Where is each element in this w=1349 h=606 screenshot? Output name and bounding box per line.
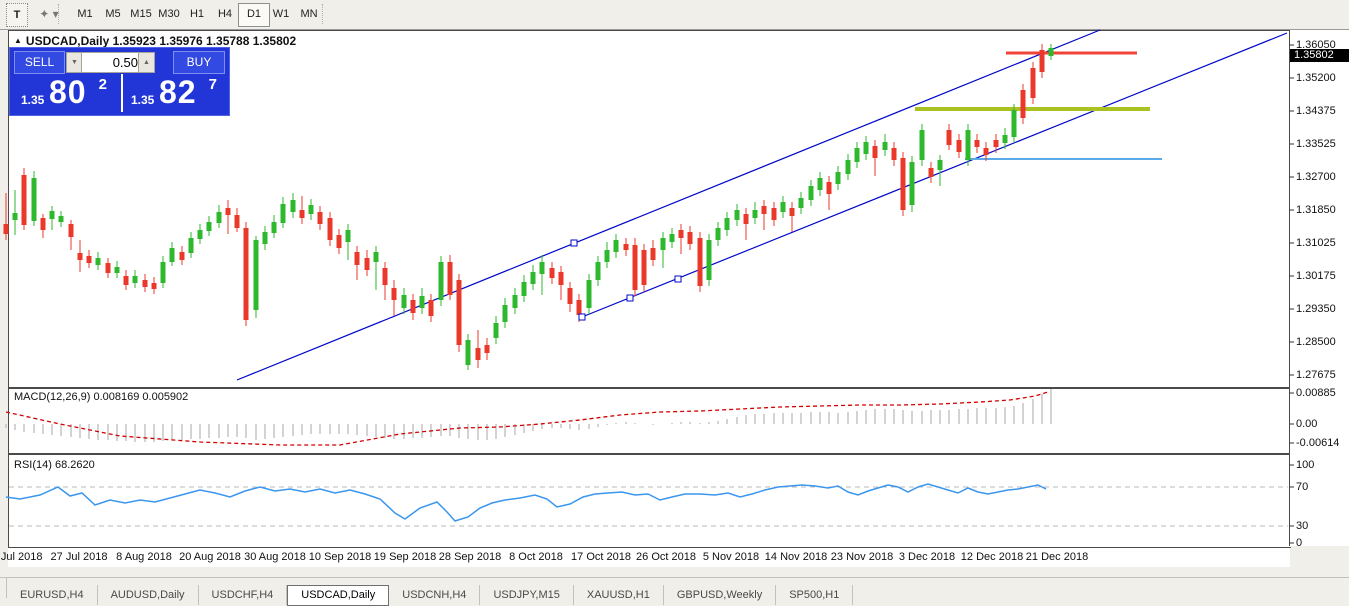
date-axis-label: 3 Dec 2018 xyxy=(898,551,956,563)
volume-increase-icon[interactable]: ▲ xyxy=(138,52,155,73)
period-button-M15[interactable]: M15 xyxy=(130,8,152,20)
date-axis-label: 20 Aug 2018 xyxy=(179,551,241,563)
macd-axis-label: 0.00 xyxy=(1296,418,1318,430)
date-axis-label: 8 Aug 2018 xyxy=(116,551,172,563)
period-button-MN[interactable]: MN xyxy=(300,8,318,20)
chart-tab-USDCAD-Daily[interactable]: USDCAD,Daily xyxy=(287,585,390,606)
buy-price-sup: 7 xyxy=(208,76,217,93)
macd-axis-label: -0.00614 xyxy=(1296,437,1340,449)
volume-input[interactable]: 0.50 xyxy=(81,52,145,73)
period-button-W1[interactable]: W1 xyxy=(272,8,290,20)
date-axis-label: 8 Oct 2018 xyxy=(509,551,563,563)
collapse-icon[interactable]: ▲ xyxy=(14,36,22,45)
date-axis-label: 28 Sep 2018 xyxy=(438,551,502,563)
period-button-H1[interactable]: H1 xyxy=(189,8,205,20)
sell-price-small: 1.35 xyxy=(21,93,45,107)
date-axis-label: 26 Oct 2018 xyxy=(636,551,696,563)
price-axis-label: 1.29350 xyxy=(1296,303,1336,315)
sell-price-big: 80 xyxy=(49,74,87,110)
date-axis-label: 27 Jul 2018 xyxy=(50,551,108,563)
date-axis-label: 19 Sep 2018 xyxy=(373,551,437,563)
macd-axis-label: 0.00885 xyxy=(1296,387,1336,399)
crayon-tool-button[interactable]: ✦ ▾ xyxy=(39,7,59,21)
macd-panel[interactable] xyxy=(8,388,1291,454)
date-axis-label: 5 Nov 2018 xyxy=(702,551,760,563)
chart-tab-USDJPY-M15[interactable]: USDJPY,M15 xyxy=(480,585,574,605)
buy-price-big: 82 xyxy=(159,74,197,110)
sell-price-sup: 2 xyxy=(98,76,107,93)
date-axis-label: 17 Oct 2018 xyxy=(571,551,631,563)
chart-tab-XAUUSD-H1[interactable]: XAUUSD,H1 xyxy=(574,585,664,605)
price-axis-label: 1.34375 xyxy=(1296,105,1336,117)
chart-tab-EURUSD-H4[interactable]: EURUSD,H4 xyxy=(7,585,98,605)
chart-header-text: USDCAD,Daily 1.35923 1.35976 1.35788 1.3… xyxy=(25,34,297,48)
price-axis-label: 1.31850 xyxy=(1296,204,1336,216)
chart-tab-AUDUSD-Daily[interactable]: AUDUSD,Daily xyxy=(98,585,199,605)
toolbar: T ✦ ▾ M1 M5 M15 M30 H1 H4 D1 W1 MN xyxy=(0,0,1349,30)
period-button-D1[interactable]: D1 xyxy=(238,3,270,27)
rsi-label: RSI(14) 68.2620 xyxy=(14,459,95,471)
current-price-tag: 1.35802 xyxy=(1290,49,1349,62)
period-button-H4[interactable]: H4 xyxy=(217,8,233,20)
price-axis xyxy=(1289,30,1349,546)
price-axis-label: 1.33525 xyxy=(1296,138,1336,150)
period-button-M1[interactable]: M1 xyxy=(77,8,93,20)
buy-price[interactable]: 1.35 82 7 xyxy=(121,74,227,112)
toolbar-grip xyxy=(58,4,60,24)
period-button-M30[interactable]: M30 xyxy=(158,8,180,20)
chart-tab-bar: EURUSD,H4 AUDUSD,Daily USDCHF,H4 USDCAD,Dai… xyxy=(0,577,1349,606)
chart-header: ▲ USDCAD,Daily 1.35923 1.35976 1.35788 1.… xyxy=(14,34,296,48)
price-axis-label: 1.27675 xyxy=(1296,369,1336,381)
rsi-axis-label: 0 xyxy=(1296,537,1303,549)
date-axis-label: 30 Aug 2018 xyxy=(244,551,306,563)
price-axis-label: 1.32700 xyxy=(1296,171,1336,183)
macd-label: MACD(12,26,9) 0.008169 0.005902 xyxy=(14,391,189,403)
price-axis-label: 1.30175 xyxy=(1296,270,1336,282)
rsi-axis-label: 70 xyxy=(1296,481,1309,493)
price-axis-label: 1.31025 xyxy=(1296,237,1336,249)
buy-price-small: 1.35 xyxy=(131,93,155,107)
date-axis-label: 23 Nov 2018 xyxy=(830,551,894,563)
chart-tab-USDCNH-H4[interactable]: USDCNH,H4 xyxy=(389,585,481,605)
rsi-axis-label: 100 xyxy=(1296,459,1315,471)
one-click-trade-panel: SELL ▼ 0.50 ▲ BUY 1.35 80 2 1.35 82 7 xyxy=(9,47,230,116)
date-axis-label: 14 Nov 2018 xyxy=(764,551,828,563)
sell-price[interactable]: 1.35 80 2 xyxy=(13,74,117,112)
price-axis-label: 1.28500 xyxy=(1296,336,1336,348)
text-tool-button[interactable]: T xyxy=(6,3,28,27)
period-button-M5[interactable]: M5 xyxy=(105,8,121,20)
price-axis-label: 1.36050 xyxy=(1296,39,1336,51)
date-axis xyxy=(8,547,1290,567)
chart-tab-GBPUSD-Weekly[interactable]: GBPUSD,Weekly xyxy=(664,585,777,605)
rsi-axis-label: 30 xyxy=(1296,520,1309,532)
date-axis-label: 10 Sep 2018 xyxy=(308,551,372,563)
rsi-panel[interactable] xyxy=(8,454,1291,548)
toolbar-grip xyxy=(322,4,324,24)
date-axis-label: 21 Dec 2018 xyxy=(1025,551,1089,563)
sell-button[interactable]: SELL xyxy=(14,51,65,74)
chart-tab-USDCHF-H4[interactable]: USDCHF,H4 xyxy=(199,585,288,605)
price-axis-label: 1.35200 xyxy=(1296,72,1336,84)
date-axis-label: 17 Jul 2018 xyxy=(0,551,43,563)
buy-button[interactable]: BUY xyxy=(173,51,225,74)
chart-tab-SP500-H1[interactable]: SP500,H1 xyxy=(776,585,854,605)
date-axis-label: 12 Dec 2018 xyxy=(960,551,1024,563)
